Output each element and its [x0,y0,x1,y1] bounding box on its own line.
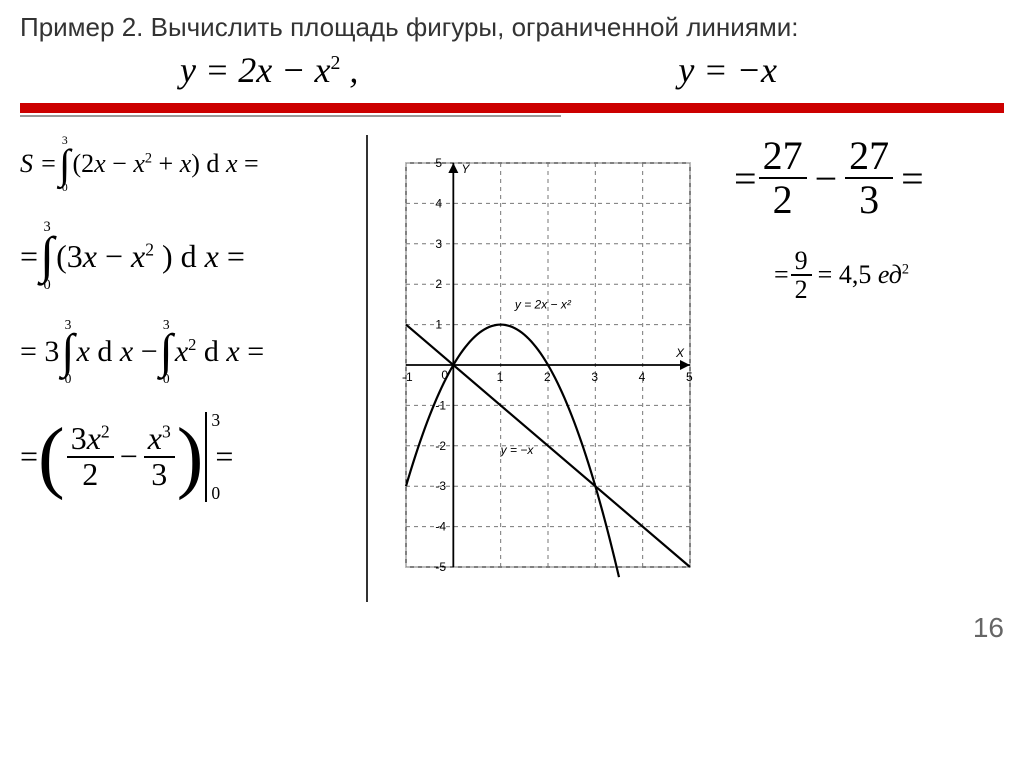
svg-text:3: 3 [435,237,442,251]
svg-text:y = 2x − x²: y = 2x − x² [514,298,572,312]
problem-title: Пример 2. Вычислить площадь фигуры, огра… [20,10,1004,45]
step-1: S = 3 ∫ 0 (2x − x2 + x) d x = [20,135,350,194]
page-number: 16 [20,612,1004,644]
svg-text:5: 5 [686,370,693,384]
derivation-right: = 27 2 − 27 3 = = 9 2 = 4,5 ед2 [734,135,994,330]
svg-text:-1: -1 [402,370,413,384]
svg-text:2: 2 [435,277,442,291]
svg-text:y = −x: y = −x [500,443,535,457]
svg-text:0: 0 [441,368,448,382]
svg-text:-5: -5 [435,560,446,574]
svg-text:4: 4 [435,196,442,210]
given-equations: y = 2x − x2 , y = −x [20,49,1004,91]
integral-icon: 3 ∫ 0 [61,318,74,386]
step-6-result: = 9 2 = 4,5 ед2 [774,247,994,304]
derivation-left: S = 3 ∫ 0 (2x − x2 + x) d x = = 3 ∫ 0 (3… [20,135,350,527]
svg-text:Y: Y [461,162,470,176]
svg-text:5: 5 [435,156,442,170]
equation-1: y = 2x − x2 , [180,49,358,91]
step-3: = 3 3 ∫ 0 x d x − 3 ∫ 0 x2 d x = [20,318,350,386]
svg-text:3: 3 [591,370,598,384]
step-2: = 3 ∫ 0 (3x − x2 ) d x = [20,220,350,292]
function-graph: -112345-5-4-3-2-112345XYy = 2x − x²y = −… [378,135,718,595]
svg-text:-2: -2 [435,439,446,453]
svg-text:1: 1 [435,318,442,332]
equation-2: y = −x [678,49,777,91]
graph-panel: -112345-5-4-3-2-112345XYy = 2x − x²y = −… [366,135,718,602]
svg-text:-4: -4 [435,520,446,534]
svg-text:2: 2 [544,370,551,384]
svg-text:1: 1 [497,370,504,384]
integral-icon: 3 ∫ 0 [40,220,54,292]
step-5: = 27 2 − 27 3 = [734,135,994,221]
svg-text:4: 4 [639,370,646,384]
svg-text:-3: -3 [435,479,446,493]
red-divider [20,103,1004,113]
grey-divider [20,115,561,117]
step-4: = ( 3x2 2 − x3 3 ) 3 0 = [20,412,350,502]
integral-icon: 3 ∫ 0 [160,318,173,386]
integral-icon: 3 ∫ 0 [59,135,70,194]
svg-text:X: X [675,346,685,360]
content-columns: S = 3 ∫ 0 (2x − x2 + x) d x = = 3 ∫ 0 (3… [20,135,1004,602]
